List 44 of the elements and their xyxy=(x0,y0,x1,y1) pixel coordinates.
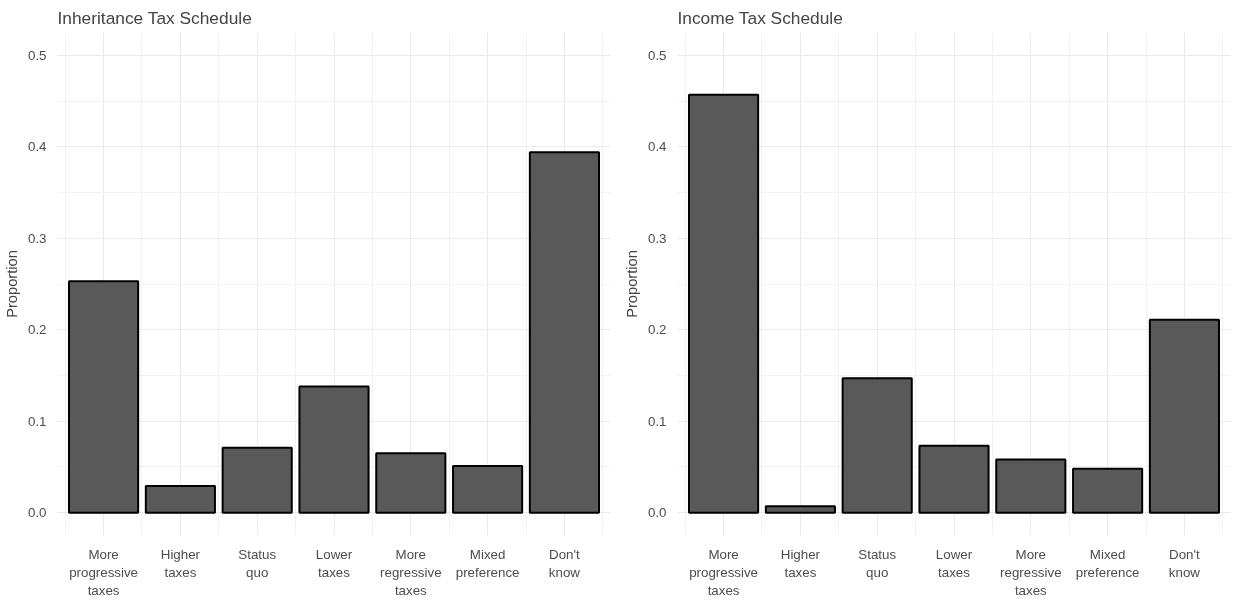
x-tick-label: Status quo xyxy=(238,546,277,580)
x-tick-label: More regressive taxes xyxy=(380,546,442,598)
x-tick-label: Don't know xyxy=(548,546,581,580)
y-axis-title: Proportion xyxy=(623,250,640,318)
bar xyxy=(528,151,600,514)
y-tick-label: 0.5 xyxy=(27,47,47,63)
y-tick-label: 0.3 xyxy=(27,230,47,246)
y-tick-label: 0.0 xyxy=(27,505,47,521)
x-tick-label: Don't know xyxy=(1168,546,1201,580)
y-tick-label: 0.1 xyxy=(27,413,47,429)
y-tick-label: 0.5 xyxy=(647,47,667,63)
bar xyxy=(918,444,990,514)
chart-title: Inheritance Tax Schedule xyxy=(57,7,252,28)
y-tick-label: 0.4 xyxy=(647,139,668,155)
y-tick-label: 0.0 xyxy=(647,505,667,521)
x-tick-label: Mixed preference xyxy=(455,546,520,580)
x-tick-label: Lower taxes xyxy=(935,546,973,580)
y-tick-label: 0.4 xyxy=(27,139,48,155)
bar xyxy=(375,452,447,514)
x-tick-label: Lower taxes xyxy=(315,546,353,580)
bar xyxy=(1072,467,1144,514)
x-tick-label: More progressive taxes xyxy=(69,546,139,598)
x-tick-label: Higher taxes xyxy=(160,546,201,580)
bar xyxy=(764,505,836,514)
bar xyxy=(221,446,293,514)
x-tick-label: More progressive taxes xyxy=(689,546,759,598)
bar xyxy=(452,464,524,514)
x-tick-label: More regressive taxes xyxy=(1000,546,1062,598)
bar xyxy=(995,458,1067,514)
x-tick-label: Higher taxes xyxy=(780,546,821,580)
bar xyxy=(841,377,913,514)
y-axis-title: Proportion xyxy=(3,250,20,318)
x-tick-label: Status quo xyxy=(858,546,897,580)
bar xyxy=(68,280,140,514)
bar xyxy=(688,93,760,514)
x-tick-label: Mixed preference xyxy=(1075,546,1140,580)
bar xyxy=(144,485,216,514)
bar xyxy=(1148,318,1220,514)
y-tick-label: 0.2 xyxy=(27,322,47,338)
y-tick-label: 0.1 xyxy=(647,413,667,429)
y-tick-label: 0.2 xyxy=(647,322,667,338)
y-tick-label: 0.3 xyxy=(647,230,667,246)
chart-title: Income Tax Schedule xyxy=(677,7,843,28)
bar xyxy=(298,385,370,514)
